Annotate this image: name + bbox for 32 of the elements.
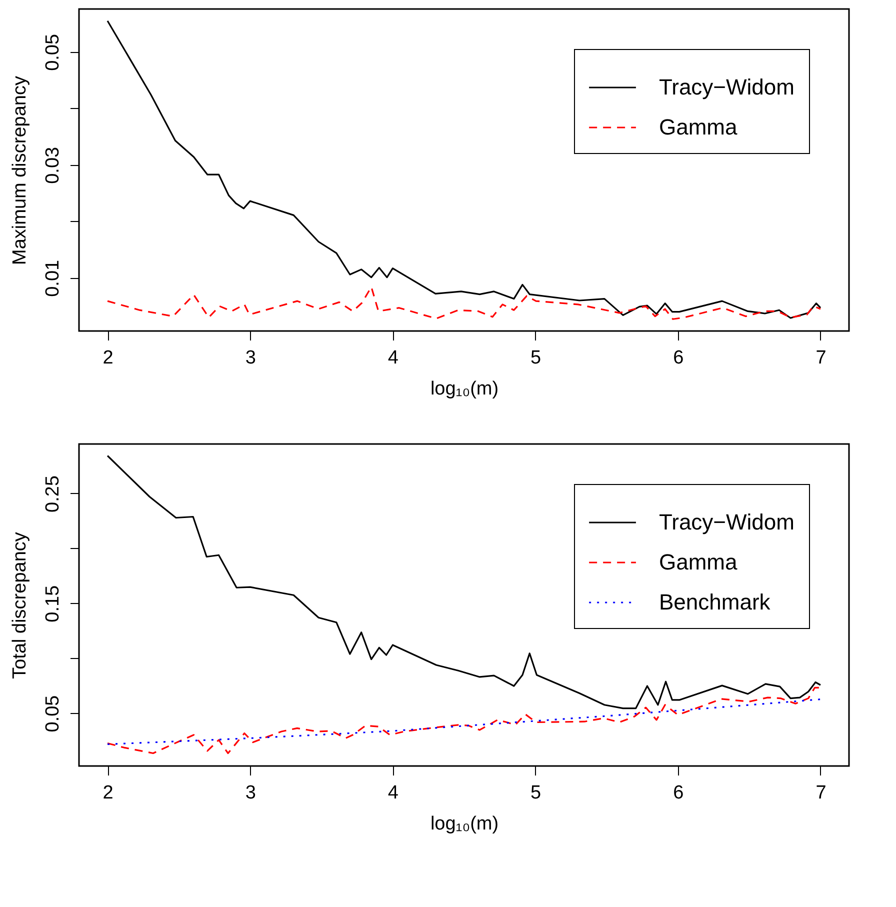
legend-label: Tracy−Widom xyxy=(659,74,794,100)
x-tick-label: 6 xyxy=(673,348,684,368)
x-axis-title: log₁₀(m) xyxy=(430,814,499,834)
x-tick-label: 7 xyxy=(816,348,826,368)
line-series xyxy=(106,698,822,746)
x-tick-label: 5 xyxy=(530,782,542,804)
y-tick-label: 0.03 xyxy=(42,146,64,184)
line-series xyxy=(106,286,822,320)
line-series xyxy=(106,20,822,319)
y-tick-label: 0.05 xyxy=(42,695,64,732)
x-tick-label: 3 xyxy=(245,782,256,804)
x-tick-label: 4 xyxy=(388,348,399,368)
x-tick-label: 5 xyxy=(530,348,542,368)
y-axis-title: Maximum discrepancy xyxy=(10,76,30,265)
legend-label: Benchmark xyxy=(659,590,772,614)
legend-label: Gamma xyxy=(659,114,738,140)
y-tick-label: 0.05 xyxy=(42,34,64,71)
y-tick-label: 0.15 xyxy=(42,585,64,622)
y-axis-title: Total discrepancy xyxy=(10,532,30,679)
legend-label: Gamma xyxy=(659,550,738,574)
x-tick-label: 7 xyxy=(816,782,826,804)
x-tick-label: 6 xyxy=(673,782,684,804)
y-tick-label: 0.01 xyxy=(42,260,64,297)
legend-label: Tracy−Widom xyxy=(659,510,794,534)
y-tick-label: 0.25 xyxy=(42,475,64,512)
line-series xyxy=(106,454,822,710)
x-axis-title: log₁₀(m) xyxy=(430,378,499,400)
x-tick-label: 3 xyxy=(245,348,256,368)
x-tick-label: 4 xyxy=(388,782,399,804)
line-series xyxy=(106,686,822,754)
x-tick-label: 2 xyxy=(102,782,114,804)
x-tick-label: 2 xyxy=(102,348,114,368)
